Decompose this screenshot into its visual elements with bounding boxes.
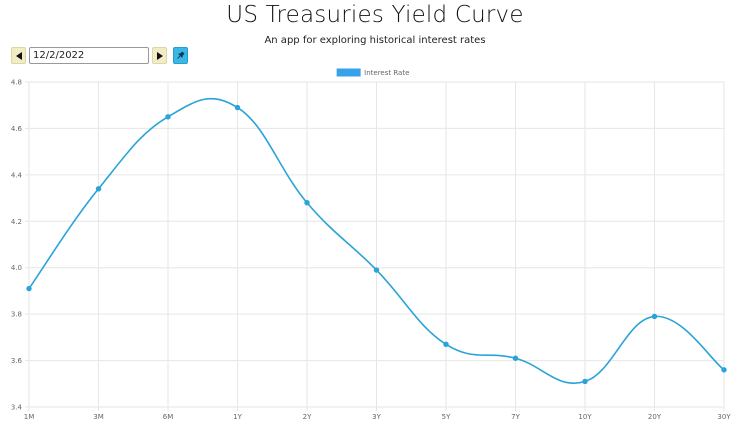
data-point[interactable] xyxy=(443,341,449,348)
x-tick-label: 5Y xyxy=(442,413,451,421)
data-point[interactable] xyxy=(721,367,727,373)
pin-button[interactable] xyxy=(173,47,188,64)
y-tick-label: 4.0 xyxy=(11,264,22,272)
y-tick-label: 3.4 xyxy=(11,404,23,412)
next-date-button[interactable] xyxy=(152,47,167,64)
data-point[interactable] xyxy=(582,378,588,385)
yield-curve-chart: 3.4 3.6 3.8 4.0 4.2 4.4 4.6 4.8 1M 3M 6M 1Y 2Y 3Y 5Y 7Y… xyxy=(11,68,731,421)
legend-label: Interest Rate xyxy=(364,69,409,77)
data-point[interactable] xyxy=(95,186,102,192)
data-point[interactable] xyxy=(373,267,380,273)
x-tick-label: 2Y xyxy=(303,413,312,421)
x-tick-label: 3M xyxy=(93,413,104,421)
data-point[interactable] xyxy=(234,104,241,111)
page-title: US Treasuries Yield Curve xyxy=(226,2,524,28)
data-point[interactable] xyxy=(651,313,658,320)
y-tick-label: 4.4 xyxy=(11,171,23,179)
page-subtitle: An app for exploring historical interest… xyxy=(264,35,486,46)
x-tick-label: 7Y xyxy=(511,413,520,421)
triangle-right-icon xyxy=(156,51,163,60)
data-point[interactable] xyxy=(26,285,32,292)
x-tick-label: 1Y xyxy=(233,413,242,421)
y-tick-label: 3.8 xyxy=(11,311,22,319)
data-point[interactable] xyxy=(165,114,171,120)
date-input[interactable] xyxy=(29,47,149,64)
date-controls xyxy=(11,47,188,64)
x-tick-label: 30Y xyxy=(717,413,731,421)
x-tick-label: 3Y xyxy=(372,413,381,421)
pin-icon xyxy=(177,51,185,59)
y-tick-label: 4.2 xyxy=(11,218,22,226)
y-tick-label: 3.6 xyxy=(11,357,23,365)
data-point[interactable] xyxy=(512,355,519,361)
series-line xyxy=(28,97,725,384)
legend-swatch xyxy=(336,68,361,77)
previous-date-button[interactable] xyxy=(11,47,26,64)
triangle-left-icon xyxy=(15,51,22,60)
x-tick-label: 6M xyxy=(163,413,174,421)
data-point[interactable] xyxy=(304,200,310,206)
y-tick-label: 4.8 xyxy=(11,79,22,87)
x-tick-label: 1M xyxy=(24,413,35,421)
y-tick-label: 4.6 xyxy=(11,125,23,133)
x-tick-label: 20Y xyxy=(648,413,662,421)
x-tick-label: 10Y xyxy=(578,413,592,421)
